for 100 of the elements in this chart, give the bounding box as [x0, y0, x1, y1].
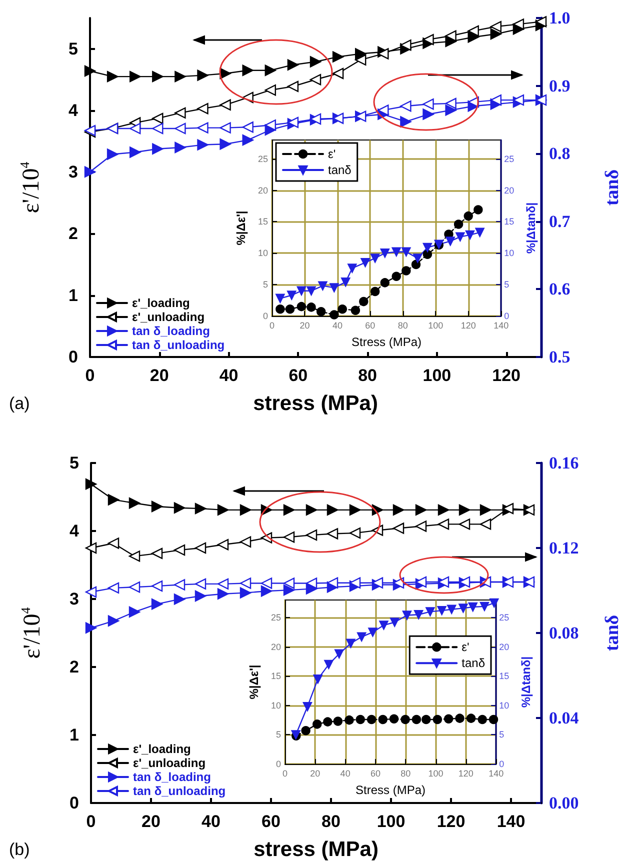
y-tick-label: 10 — [258, 248, 268, 258]
x-tick-label: 140 — [488, 768, 504, 778]
x-tick-label: 120 — [492, 366, 520, 385]
legend-label: ε'_unloading — [133, 756, 206, 770]
y2-tick-label: 0 — [504, 311, 510, 321]
y2-tick-label: 10 — [499, 700, 510, 710]
y-tick-label: 25 — [270, 612, 281, 623]
y2-tick-label: 25 — [504, 154, 514, 164]
y-tick-label: 2 — [70, 658, 79, 676]
x-tick-label: 60 — [365, 320, 376, 330]
x-tick-label: 60 — [288, 366, 308, 385]
text: (a) — [9, 394, 30, 413]
y2-tick-label: 15 — [499, 671, 510, 682]
y-tick-label: 20 — [270, 642, 281, 652]
x-tick-label: 60 — [262, 812, 280, 831]
y-tick-label: 25 — [258, 154, 268, 164]
x-axis-title: stress (MPa) — [254, 838, 378, 861]
legend-label: ε'_loading — [132, 296, 190, 310]
y-tick-label: 15 — [258, 216, 268, 227]
legend-label: tan δ_unloading — [132, 338, 225, 352]
y-tick-label: 5 — [262, 280, 268, 290]
legend-label: ε'_unloading — [132, 310, 205, 324]
text: (b) — [9, 840, 30, 859]
x-tick-label: 120 — [436, 812, 466, 831]
x-tick-label: 120 — [458, 768, 474, 778]
y-axis-title: %|Δε'| — [247, 664, 262, 700]
legend-label: ε' — [462, 640, 470, 654]
y2-tick-label: 10 — [504, 248, 514, 258]
y-tick-label: 4 — [70, 522, 80, 540]
y2-tick-label: 0.9 — [549, 76, 570, 96]
y2-tick-label: 5 — [504, 280, 510, 290]
y-tick-label: 15 — [270, 671, 281, 682]
x-tick-label: 20 — [310, 768, 320, 778]
y-axis-title: ε'/104 — [18, 606, 46, 659]
y-tick-label: 1 — [68, 286, 78, 305]
x-tick-label: 100 — [428, 320, 444, 330]
x-tick-label: 0 — [282, 768, 288, 778]
y-tick-label: 0 — [276, 759, 281, 769]
y2-tick-label: 0.12 — [549, 538, 579, 558]
y2-tick-label: 20 — [499, 642, 510, 652]
y2-tick-label: 0.00 — [549, 794, 579, 812]
x-tick-label: 40 — [202, 812, 220, 831]
y2-tick-label: 0.5 — [549, 348, 570, 366]
y-tick-label: 10 — [270, 700, 281, 710]
y2-tick-label: 5 — [499, 730, 504, 740]
x-tick-label: 140 — [494, 320, 509, 330]
x-tick-label: 140 — [496, 812, 526, 831]
y-tick-label: 4 — [68, 100, 79, 120]
x-axis-title: Stress (MPa) — [356, 783, 426, 797]
x-tick-label: 120 — [460, 320, 476, 330]
x-axis-title: stress (MPa) — [253, 392, 378, 415]
y2-tick-label: 25 — [499, 612, 510, 623]
y-axis-title: ε'/104 — [17, 161, 44, 214]
x-tick-label: 40 — [340, 768, 350, 778]
legend-label: tan δ_loading — [133, 770, 211, 784]
y-tick-label: 5 — [68, 39, 78, 58]
y2-tick-label: 15 — [504, 216, 514, 227]
legend-label: tan δ_unloading — [133, 784, 226, 798]
y2-tick-label: 0.16 — [549, 454, 579, 472]
legend-label: tanδ — [328, 163, 352, 177]
y2-tick-label: 0.6 — [549, 280, 570, 299]
y2-tick-label: 1.0 — [549, 8, 570, 28]
x-tick-label: 60 — [370, 768, 380, 778]
y-tick-label: 1 — [70, 726, 79, 744]
y-tick-label: 2 — [68, 224, 78, 244]
legend-label: ε'_loading — [133, 742, 191, 756]
x-tick-label: 40 — [219, 366, 238, 385]
legend-label: tan δ_loading — [132, 324, 210, 338]
x-tick-label: 100 — [428, 768, 444, 778]
x-axis-title: Stress (MPa) — [352, 335, 422, 349]
y-tick-label: 5 — [276, 730, 281, 740]
y-tick-label: 20 — [258, 185, 268, 196]
legend-label: tanδ — [462, 656, 486, 670]
x-tick-label: 0 — [86, 812, 96, 831]
y2-axis-title: tanδ — [602, 614, 623, 652]
x-tick-label: 0 — [85, 366, 95, 385]
x-tick-label: 80 — [358, 366, 377, 385]
y2-tick-label: 0.08 — [549, 624, 579, 642]
y2-tick-label: 0 — [499, 759, 504, 769]
y2-tick-label: 0.7 — [549, 212, 571, 231]
y-tick-label: 0 — [68, 348, 78, 366]
x-tick-label: 20 — [300, 320, 310, 330]
x-tick-label: 80 — [400, 768, 411, 778]
y-tick-label: 0 — [70, 794, 79, 812]
x-tick-label: 20 — [142, 812, 160, 831]
y-tick-label: 3 — [68, 162, 78, 182]
y-tick-label: 3 — [70, 590, 79, 608]
y-tick-label: 5 — [70, 454, 79, 472]
y2-tick-label: 0.8 — [549, 144, 570, 164]
y2-axis-title: %|Δtanδ| — [524, 202, 538, 254]
x-tick-label: 20 — [150, 366, 169, 385]
x-tick-label: 40 — [332, 320, 342, 330]
y-tick-label: 0 — [262, 311, 268, 321]
y2-axis-title: %|Δtanδ| — [519, 656, 533, 708]
x-tick-label: 100 — [376, 812, 406, 831]
legend-label: ε' — [328, 147, 336, 161]
y2-tick-label: 0.04 — [549, 708, 580, 728]
x-tick-label: 80 — [398, 320, 408, 330]
y2-tick-label: 20 — [504, 185, 514, 196]
x-tick-label: 80 — [322, 812, 340, 831]
